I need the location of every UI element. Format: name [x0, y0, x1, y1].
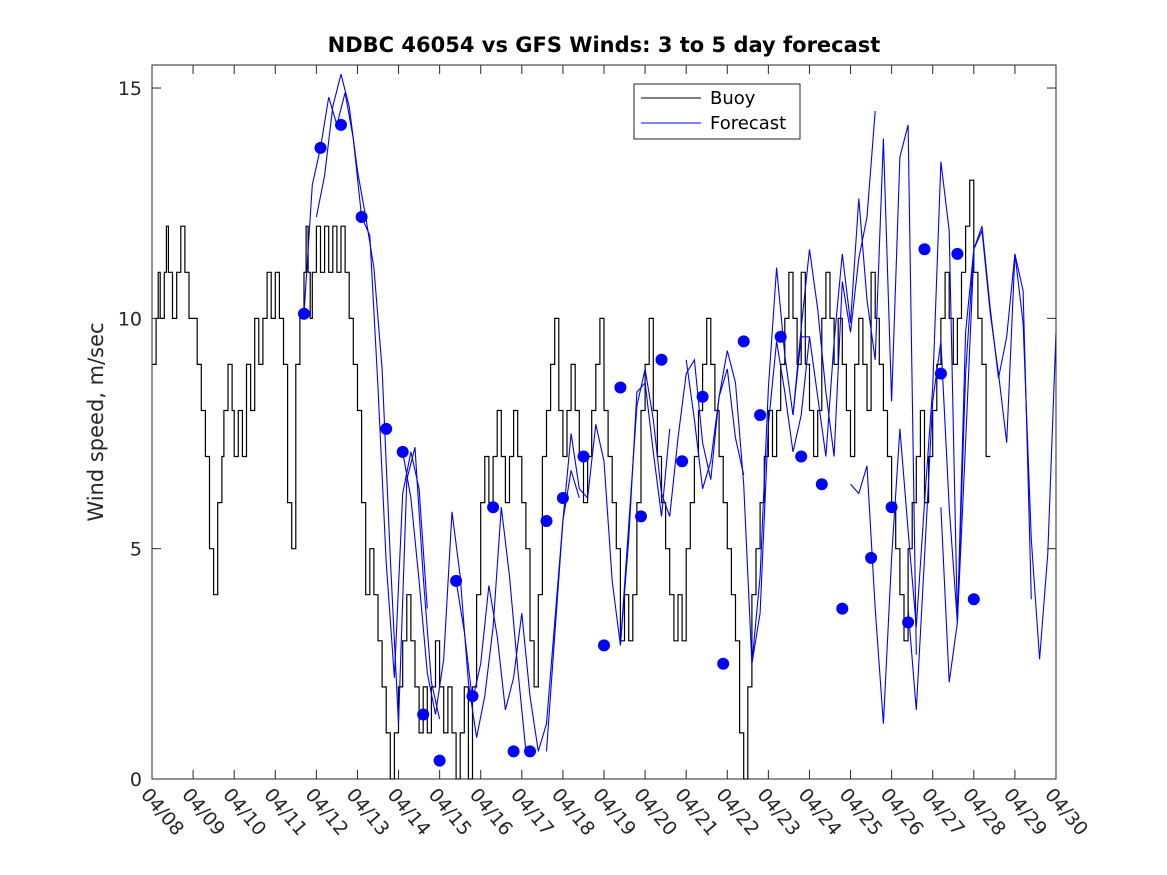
forecast-marker — [655, 353, 668, 366]
y-axis: 0 5 10 15 — [118, 78, 1056, 791]
y-tick-label: 0 — [130, 769, 142, 791]
forecast-marker — [614, 381, 627, 394]
y-tick-label: 15 — [118, 78, 142, 100]
forecast-marker — [396, 445, 409, 458]
forecast-line-8 — [751, 111, 876, 664]
forecast-marker — [450, 574, 463, 587]
forecast-line-9 — [792, 124, 917, 655]
forecast-marker — [676, 455, 689, 468]
legend: Buoy Forecast — [633, 83, 801, 140]
forecast-marker — [314, 141, 327, 154]
legend-buoy-label: Buoy — [710, 88, 756, 109]
forecast-marker — [836, 602, 849, 615]
forecast-marker — [865, 551, 878, 564]
forecast-marker — [577, 450, 590, 463]
forecast-marker — [902, 616, 915, 629]
forecast-marker — [754, 409, 767, 422]
forecast-line-6 — [619, 358, 745, 646]
forecast-marker — [815, 478, 828, 491]
forecast-line-11 — [907, 226, 1032, 710]
forecast-marker — [524, 745, 536, 758]
forecast-marker — [556, 492, 569, 504]
buoy-series-layer — [152, 179, 991, 780]
chart-title: NDBC 46054 vs GFS Winds: 3 to 5 day fore… — [328, 33, 881, 57]
forecast-marker — [355, 211, 368, 223]
buoy-line — [152, 179, 991, 780]
forecast-marker — [540, 515, 553, 527]
forecast-marker — [934, 367, 947, 380]
forecast-marker — [696, 390, 709, 403]
forecast-line-7 — [685, 336, 811, 664]
forecast-marker — [717, 657, 730, 670]
forecast-marker — [795, 450, 808, 463]
forecast-marker — [298, 307, 310, 320]
y-axis-label: Wind speed, m/sec — [84, 322, 108, 521]
legend-forecast-label: Forecast — [710, 113, 786, 134]
forecast-marker — [417, 708, 430, 721]
y-tick-label: 10 — [118, 308, 142, 330]
forecast-marker — [885, 501, 898, 514]
forecast-line-2 — [315, 74, 441, 724]
forecast-series-layer — [303, 74, 1057, 752]
y-tick-label: 5 — [130, 539, 142, 561]
forecast-marker — [598, 639, 610, 652]
forecast-marker — [967, 593, 980, 606]
forecast-line-5 — [545, 381, 671, 752]
forecast-marker — [951, 247, 964, 260]
forecast-marker — [507, 745, 520, 758]
forecast-marker — [737, 335, 750, 348]
forecast-marker — [487, 501, 500, 514]
forecast-marker — [380, 422, 393, 435]
forecast-marker — [335, 118, 347, 131]
forecast-line-10 — [850, 161, 975, 724]
forecast-marker — [918, 243, 931, 256]
forecast-marker — [466, 690, 479, 703]
forecast-marker — [774, 330, 787, 343]
forecast-marker-layer — [298, 118, 980, 767]
forecast-marker — [433, 754, 446, 767]
forecast-line-12 — [940, 228, 1057, 683]
legend-box — [633, 83, 801, 140]
forecast-marker — [635, 510, 647, 523]
